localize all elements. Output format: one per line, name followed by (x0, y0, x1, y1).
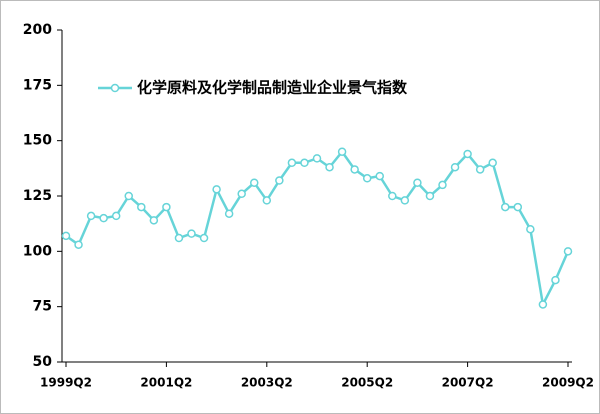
point (137, 202, 146, 212)
point (513, 202, 523, 212)
point (99, 213, 108, 223)
x-tick-label: 2005Q2 (341, 376, 393, 390)
y-tick-label: 150 (23, 133, 52, 149)
x-tick-label: 2003Q2 (241, 376, 293, 390)
point (488, 158, 497, 168)
y-tick-label: 75 (33, 299, 52, 315)
x-tick-label: 2001Q2 (140, 376, 192, 390)
legend-marker (110, 83, 120, 93)
point (149, 216, 159, 225)
point (538, 300, 548, 309)
point (224, 209, 234, 218)
point (74, 240, 83, 249)
y-tick-label: 175 (23, 77, 52, 93)
point (475, 165, 485, 174)
point (250, 178, 259, 187)
point (501, 202, 510, 212)
point (300, 158, 309, 168)
point (86, 211, 96, 221)
point (362, 174, 372, 183)
point (237, 189, 246, 199)
x-tick-label: 1999Q2 (40, 376, 92, 390)
point (187, 229, 196, 238)
point (212, 185, 221, 194)
point (400, 196, 410, 205)
point (551, 275, 560, 285)
point (463, 149, 472, 159)
point (425, 191, 435, 201)
x-tick-label: 2009Q2 (542, 376, 594, 390)
y-tick-label: 50 (33, 354, 53, 370)
point (162, 202, 171, 212)
point (375, 171, 384, 181)
point (388, 191, 397, 201)
point (61, 231, 71, 241)
point (350, 165, 359, 174)
point (450, 162, 460, 172)
point (438, 180, 447, 190)
point (526, 224, 535, 234)
point (111, 211, 121, 221)
y-tick-label: 125 (23, 188, 52, 204)
y-tick-label: 100 (23, 243, 52, 259)
point (199, 233, 209, 243)
point (287, 158, 297, 168)
legend-label: 化学原料及化学制品制造业企业景气指数 (137, 79, 408, 97)
y-tick-label: 200 (23, 22, 52, 38)
point (174, 233, 184, 243)
point (275, 176, 284, 185)
point (563, 247, 573, 256)
point (262, 196, 272, 205)
point (312, 154, 322, 163)
point (337, 147, 347, 156)
point (124, 191, 133, 201)
point (325, 162, 334, 172)
x-tick-label: 2007Q2 (442, 376, 494, 390)
point (413, 178, 422, 187)
